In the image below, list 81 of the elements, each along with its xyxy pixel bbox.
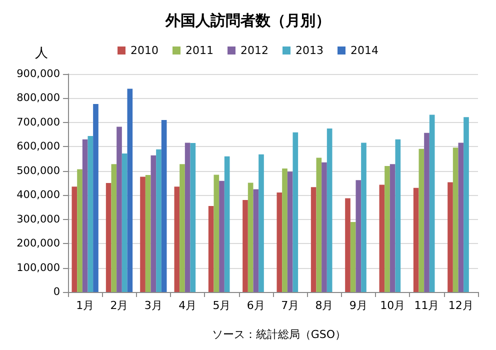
bar (458, 142, 464, 292)
text: ソース：統計総局（GSO） (212, 328, 346, 341)
bar (111, 164, 117, 292)
bar (161, 120, 167, 292)
bar (224, 156, 230, 292)
bar (310, 187, 316, 292)
y-tick-label: 400,000 (16, 189, 60, 202)
bar (122, 153, 128, 292)
y-tick-label: 300,000 (16, 213, 60, 226)
bar (282, 168, 288, 292)
legend-label: 2012 (240, 44, 269, 57)
bar (258, 154, 264, 292)
bar (190, 143, 196, 292)
bar (156, 149, 162, 292)
x-tick-label: 12月 (448, 299, 474, 312)
x-tick-label: 6月 (246, 299, 265, 312)
y-tick-label: 700,000 (16, 116, 60, 128)
bar (77, 169, 82, 292)
bar (379, 184, 385, 292)
bar (219, 180, 224, 292)
x-tick-label: 7月 (281, 299, 300, 312)
bar (116, 126, 122, 292)
bar (322, 162, 327, 292)
x-tick-label: 10月 (380, 299, 406, 312)
bar (413, 188, 419, 292)
chart-title: 外国人訪問者数（月別） (164, 12, 330, 30)
legend-label: 2011 (186, 44, 214, 57)
bar (356, 180, 362, 292)
x-tick-label: 5月 (212, 299, 231, 312)
bar (424, 132, 430, 292)
bar (287, 172, 293, 292)
bar (82, 139, 88, 292)
x-tick-label: 4月 (178, 299, 197, 312)
bar (448, 182, 453, 292)
bar (150, 155, 156, 292)
bar (384, 166, 390, 292)
legend-label: 2013 (295, 44, 324, 57)
y-tick-label: 600,000 (16, 140, 60, 153)
bar (390, 164, 396, 292)
bar (208, 206, 214, 292)
y-tick-label: 0 (53, 286, 60, 298)
bar (253, 189, 259, 292)
bar (88, 136, 94, 292)
x-tick-label: 11月 (414, 299, 440, 312)
bar (174, 186, 180, 292)
x-tick-label: 9月 (349, 299, 368, 312)
bar (361, 142, 366, 292)
bar (214, 174, 220, 292)
x-tick-label: 8月 (315, 299, 334, 312)
bar (452, 148, 458, 292)
bar (464, 117, 469, 292)
bar (93, 104, 98, 292)
legend-label: 2014 (350, 44, 378, 57)
bar (350, 222, 356, 292)
bar (140, 176, 146, 292)
bar (395, 139, 401, 292)
y-tick-label: 500,000 (16, 164, 60, 177)
y-axis-title: 人 (35, 46, 48, 61)
bar (248, 182, 254, 292)
bar (72, 186, 78, 292)
x-tick-label: 3月 (144, 299, 162, 312)
bar (106, 183, 112, 292)
y-tick-label: 100,000 (16, 262, 60, 274)
bar (184, 142, 190, 292)
bar (180, 164, 185, 292)
bar (276, 192, 282, 292)
bar (145, 175, 151, 292)
bar (127, 88, 133, 292)
bar (326, 128, 332, 292)
bar (429, 114, 435, 292)
bar (345, 198, 350, 292)
y-tick-label: 900,000 (16, 68, 60, 80)
y-tick-label: 200,000 (16, 238, 60, 250)
x-tick-label: 2月 (110, 299, 128, 312)
legend-label: 2010 (130, 44, 159, 57)
bar (418, 148, 424, 292)
y-tick-label: 800,000 (16, 92, 60, 104)
x-tick-label: 1月 (76, 299, 94, 312)
bar (242, 200, 248, 292)
bar (292, 132, 298, 292)
bar (316, 158, 322, 292)
